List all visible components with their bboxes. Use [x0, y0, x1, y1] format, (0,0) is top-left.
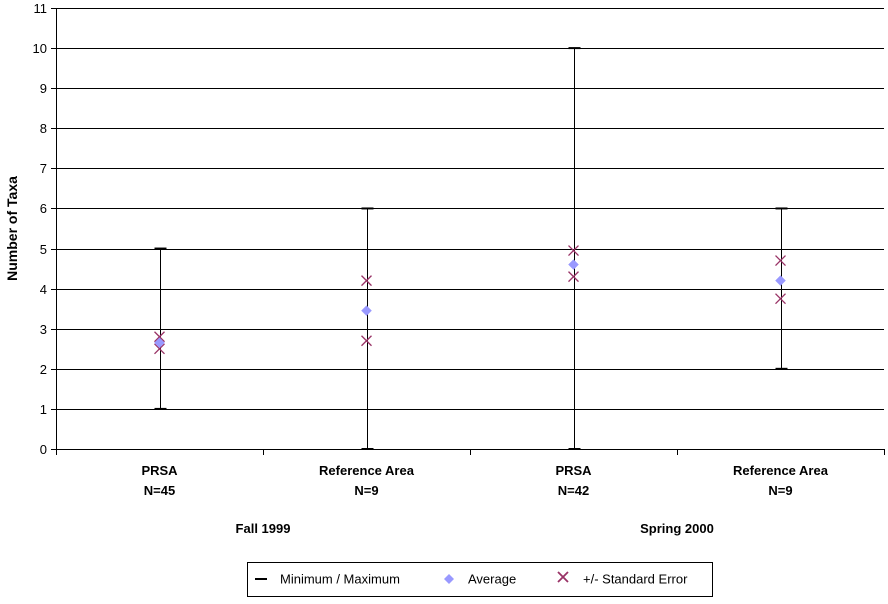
legend-box [247, 562, 713, 597]
average-markers [154, 259, 786, 349]
category-n-label-3: N=9 [768, 483, 792, 498]
y-tick-label-0: 0 [40, 442, 47, 457]
average-point-1 [361, 305, 372, 317]
average-point-0 [154, 337, 165, 349]
y-tick-label-1: 1 [40, 402, 47, 417]
min-max-ranges [154, 47, 788, 450]
standard-error-markers [154, 245, 786, 355]
y-tick-label-2: 2 [40, 362, 47, 377]
average-point-2 [568, 259, 579, 270]
legend-stderr-symbol [557, 571, 569, 583]
stderr-upper-2 [568, 245, 579, 257]
grid-lines [56, 8, 884, 410]
stderr-upper-0 [154, 331, 165, 343]
y-axis-title: Number of Taxa [4, 176, 20, 281]
category-n-label-2: N=42 [558, 483, 589, 498]
category-label-2: PRSA [555, 463, 592, 478]
stderr-lower-2 [568, 271, 579, 283]
legend-average-symbol [444, 574, 454, 584]
y-tick-label-5: 5 [40, 242, 47, 257]
y-tick-label-6: 6 [40, 201, 47, 216]
group-labels: Fall 1999 Spring 2000 [236, 521, 714, 536]
y-tick-label-7: 7 [40, 161, 47, 176]
y-tick-label-11: 11 [34, 1, 48, 16]
y-tick-label-9: 9 [40, 81, 47, 96]
group-label-0: Fall 1999 [236, 521, 291, 536]
category-n-label-0: N=45 [144, 483, 175, 498]
category-label-1: Reference Area [319, 463, 415, 478]
legend-average-label: Average [468, 572, 516, 587]
y-tick-labels: 0 1 2 3 4 5 6 7 8 9 10 11 [33, 1, 47, 457]
y-tick-label-4: 4 [40, 282, 47, 297]
y-tick-label-8: 8 [40, 121, 47, 136]
axes [51, 8, 885, 455]
stderr-lower-0 [154, 343, 165, 355]
category-labels: PRSA N=45 Reference Area N=9 PRSA N=42 Referen… [141, 463, 828, 498]
legend: Minimum / Maximum Average +/- Standard E… [247, 562, 713, 597]
legend-stderr-label: +/- Standard Error [583, 572, 688, 587]
group-label-1: Spring 2000 [640, 521, 714, 536]
stderr-upper-3 [775, 255, 786, 267]
legend-minmax-label: Minimum / Maximum [280, 572, 400, 587]
y-tick-label-3: 3 [40, 322, 47, 337]
stderr-upper-1 [361, 275, 372, 287]
stderr-lower-3 [775, 293, 786, 305]
category-label-0: PRSA [141, 463, 178, 478]
category-n-label-1: N=9 [354, 483, 378, 498]
y-tick-label-10: 10 [33, 41, 47, 56]
category-label-3: Reference Area [733, 463, 829, 478]
average-point-3 [775, 275, 786, 286]
stderr-lower-1 [361, 335, 372, 347]
